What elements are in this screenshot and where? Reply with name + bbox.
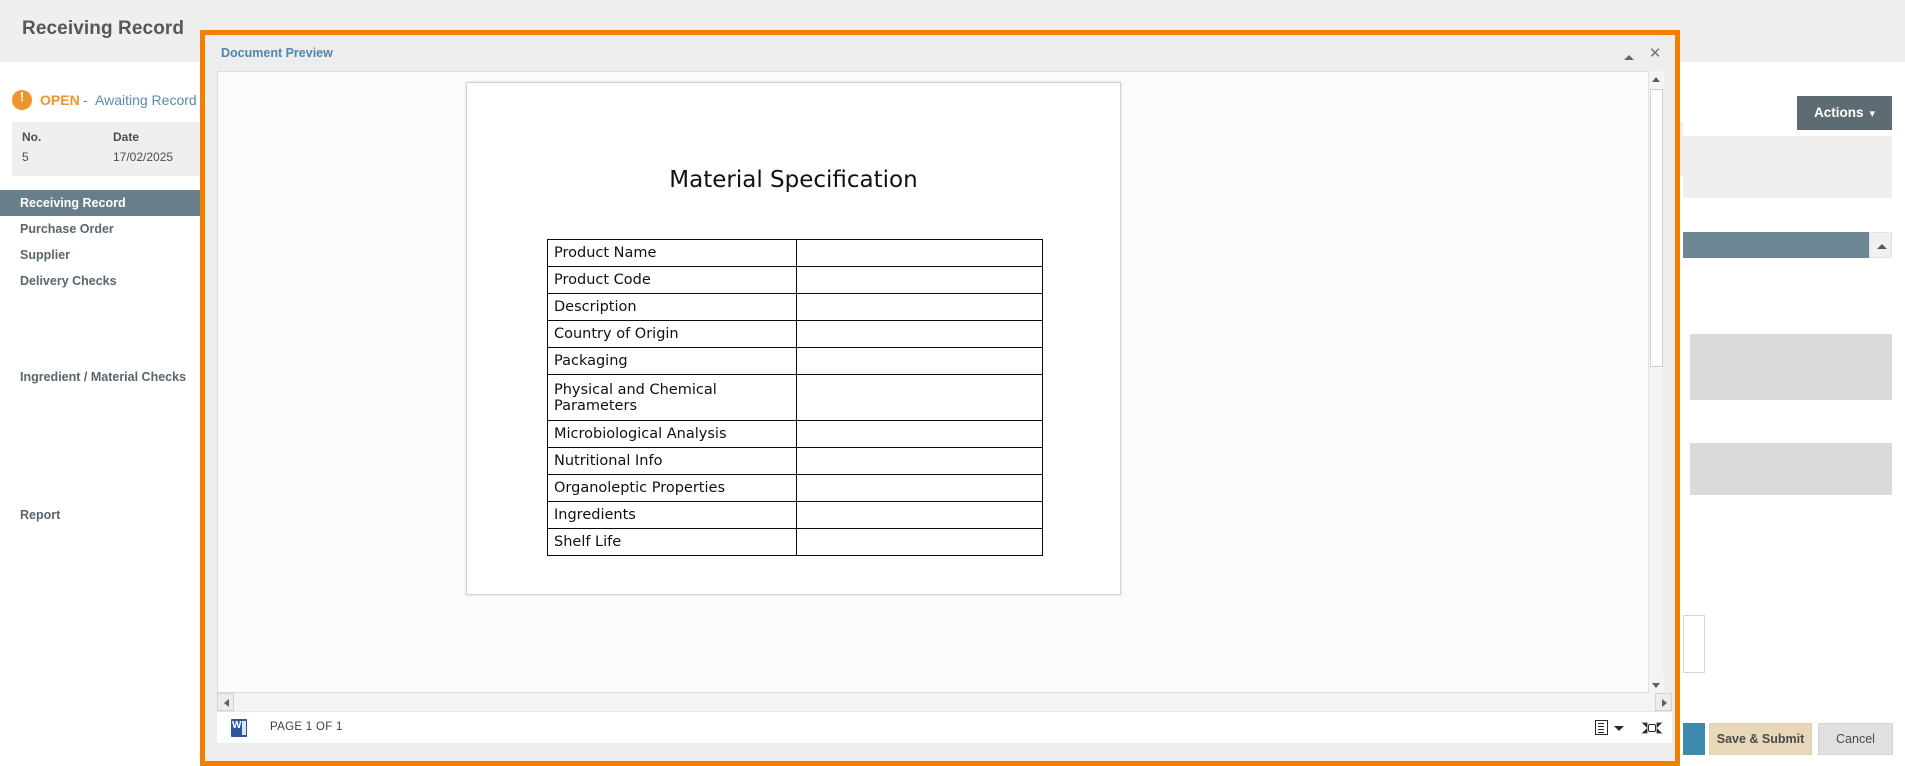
sidebar-item-label: Ingredient / Material Checks (20, 370, 187, 384)
sidebar-item-label: Supplier (20, 248, 71, 262)
sidebar-item-purchase-order[interactable]: Purchase Order (0, 216, 212, 242)
actions-button-label: Actions (1813, 105, 1864, 120)
document-preview-modal: Document Preview ✕ Material Specificatio… (200, 30, 1680, 766)
table-row: Country of Origin (547, 320, 1044, 348)
alert-circle-icon (12, 89, 32, 110)
sidebar-item-supplier[interactable]: Supplier (0, 242, 212, 268)
modal-title: Document Preview (221, 46, 333, 60)
form-section-placeholder (1683, 136, 1892, 198)
table-row: Organoleptic Properties (547, 474, 1044, 502)
fit-icon-arrow (1641, 727, 1651, 737)
caret-down-icon[interactable] (1649, 677, 1664, 693)
caret-right-icon[interactable] (1655, 693, 1672, 711)
sidebar-item-label: Purchase Order (20, 222, 114, 236)
page-layout-icon[interactable] (1595, 720, 1608, 735)
table-row: Shelf Life (547, 528, 1044, 556)
sidebar-item-ingredient-material-checks[interactable]: Ingredient / Material Checks (0, 364, 212, 390)
record-no-value: 5 (22, 150, 29, 164)
sidebar-spacer (0, 390, 212, 502)
table-body: Product Name Product Code Description (547, 239, 1044, 556)
row-value (795, 501, 1044, 529)
readonly-field-block (1690, 334, 1892, 400)
row-key: Country of Origin (547, 320, 797, 348)
chevron-down-icon: ▾ (1869, 108, 1876, 120)
document-viewer: Material Specification Product Name Prod… (217, 71, 1657, 693)
status-separator: - (83, 92, 88, 108)
fit-icon-arrow (1653, 727, 1663, 737)
table-row: Description (547, 293, 1044, 321)
sidebar-nav: Receiving Record Purchase Order Supplier… (0, 190, 212, 528)
vertical-scrollbar[interactable] (1648, 71, 1664, 693)
primary-action-button[interactable] (1683, 723, 1705, 755)
row-key: Description (547, 293, 797, 321)
row-value (795, 474, 1044, 502)
row-key: Product Name (547, 239, 797, 267)
table-row: Ingredients (547, 501, 1044, 529)
status-detail-text: Awaiting Record (95, 92, 197, 108)
row-value (795, 420, 1044, 448)
fit-icon-center (1648, 724, 1656, 732)
sidebar-item-receiving-record[interactable]: Receiving Record (0, 190, 212, 216)
row-value (795, 447, 1044, 475)
record-no-label: No. (22, 130, 42, 144)
actions-button[interactable]: Actions ▾ (1797, 96, 1892, 130)
table-row: Product Name (547, 239, 1044, 267)
close-icon[interactable]: ✕ (1648, 45, 1662, 62)
word-document-icon (231, 719, 247, 737)
material-specification-table: Product Name Product Code Description (547, 239, 1044, 556)
sidebar-item-label: Receiving Record (20, 196, 126, 210)
viewer-statusbar: PAGE 1 OF 1 (217, 711, 1672, 743)
sidebar-item-delivery-checks[interactable]: Delivery Checks (0, 268, 212, 294)
row-value (795, 239, 1044, 267)
sidebar-item-label: Report (20, 508, 61, 522)
chevron-down-icon[interactable] (1614, 726, 1624, 732)
caret-left-icon[interactable] (217, 693, 234, 711)
row-key: Ingredients (547, 501, 797, 529)
row-key: Shelf Life (547, 528, 797, 556)
status-badge: OPEN (40, 92, 80, 108)
caret-up-icon[interactable] (1649, 71, 1664, 87)
page-title: Receiving Record (22, 18, 185, 39)
row-key: Packaging (547, 347, 797, 375)
table-row: Microbiological Analysis (547, 420, 1044, 448)
row-key: Organoleptic Properties (547, 474, 797, 502)
sidebar-spacer (0, 294, 212, 364)
table-row: Product Code (547, 266, 1044, 294)
fit-to-screen-icon[interactable] (1641, 719, 1663, 737)
section-collapse-toggle[interactable] (1869, 232, 1892, 258)
document-title: Material Specification (669, 167, 918, 193)
page-indicator: PAGE 1 OF 1 (270, 721, 343, 733)
cancel-button[interactable]: Cancel (1818, 723, 1893, 755)
fit-icon-arrow (1653, 719, 1663, 729)
row-value (795, 528, 1044, 556)
row-value (795, 347, 1044, 375)
horizontal-scrollbar[interactable] (217, 693, 1672, 711)
form-input-field[interactable] (1683, 615, 1705, 673)
table-row: Physical and Chemical Parameters (547, 374, 1044, 421)
row-value (795, 320, 1044, 348)
sidebar-item-label: Delivery Checks (20, 274, 117, 288)
collapse-caret-icon[interactable] (1621, 49, 1637, 63)
row-key: Nutritional Info (547, 447, 797, 475)
record-date-value: 17/02/2025 (113, 150, 174, 164)
scrollbar-thumb[interactable] (1650, 89, 1663, 367)
row-key: Physical and Chemical Parameters (547, 374, 797, 421)
sidebar-item-report[interactable]: Report (0, 502, 212, 528)
save-submit-button[interactable]: Save & Submit (1709, 723, 1812, 755)
table-row: Nutritional Info (547, 447, 1044, 475)
row-value (795, 293, 1044, 321)
form-section-header (1683, 232, 1869, 258)
table-row: Packaging (547, 347, 1044, 375)
row-key: Product Code (547, 266, 797, 294)
document-page: Material Specification Product Name Prod… (466, 82, 1121, 595)
row-value (795, 266, 1044, 294)
record-date-label: Date (113, 130, 140, 144)
modal-titlebar: Document Preview ✕ (205, 35, 1675, 71)
row-value (795, 374, 1044, 421)
row-key: Microbiological Analysis (547, 420, 797, 448)
readonly-field-block (1690, 443, 1892, 495)
